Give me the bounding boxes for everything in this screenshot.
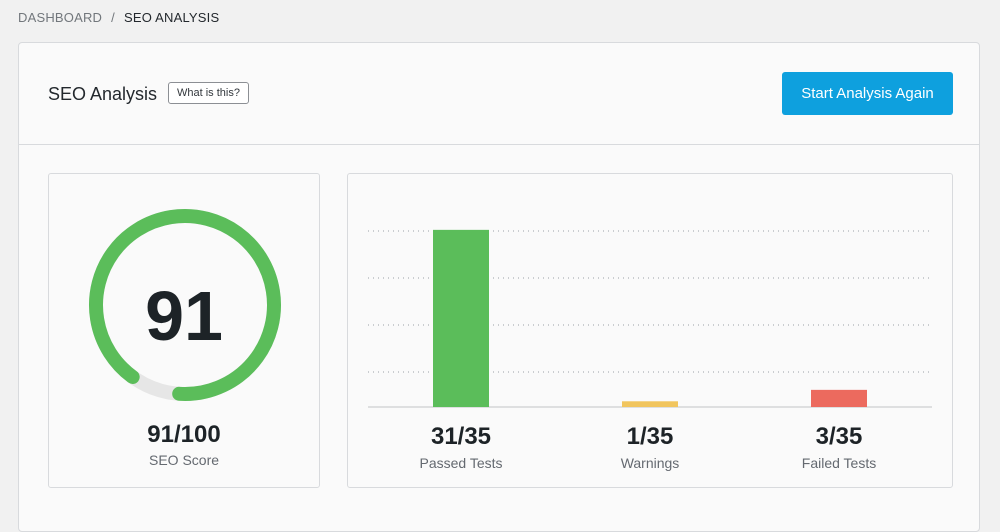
stat-warnings-label: Warnings [620,455,680,471]
start-analysis-again-button[interactable]: Start Analysis Again [782,72,953,115]
page-title: SEO Analysis [48,84,158,104]
stat-failed-value: 3/35 [815,423,863,450]
seo-analysis-card: SEO Analysis What is this? Start Analysi… [18,42,980,532]
score-gauge [88,209,281,401]
stat-failed-label: Failed Tests [801,455,877,471]
breadcrumb: DASHBOARD / SEO ANALYSIS [18,10,219,25]
stat-warnings: 1/35 Warnings [560,423,740,471]
breadcrumb-current: SEO ANALYSIS [123,10,220,25]
stat-failed: 3/35 Failed Tests [749,423,929,471]
bar-warnings [622,401,678,407]
test-results-bar-chart [368,229,932,408]
stat-passed-label: Passed Tests [419,455,503,471]
score-panel: 91 91/100 SEO Score [48,173,320,488]
breadcrumb-separator: / [111,10,115,25]
bar-failed-tests [811,389,867,407]
score-value: 91 [145,277,223,355]
bar-passed-tests [433,229,489,407]
score-label: SEO Score [148,452,220,468]
card-header: SEO Analysis What is this? Start Analysi… [19,43,979,145]
breadcrumb-dashboard-link[interactable]: DASHBOARD [18,10,103,25]
stat-passed: 31/35 Passed Tests [371,423,551,471]
score-gauge-fill [88,209,281,401]
stat-passed-value: 31/35 [430,423,492,450]
test-results-chart-panel: 31/35 Passed Tests 1/35 Warnings 3/35 Fa… [347,173,953,488]
stat-warnings-value: 1/35 [626,423,674,450]
score-fraction: 91/100 [147,421,221,448]
what-is-this-button[interactable]: What is this? [168,82,249,104]
